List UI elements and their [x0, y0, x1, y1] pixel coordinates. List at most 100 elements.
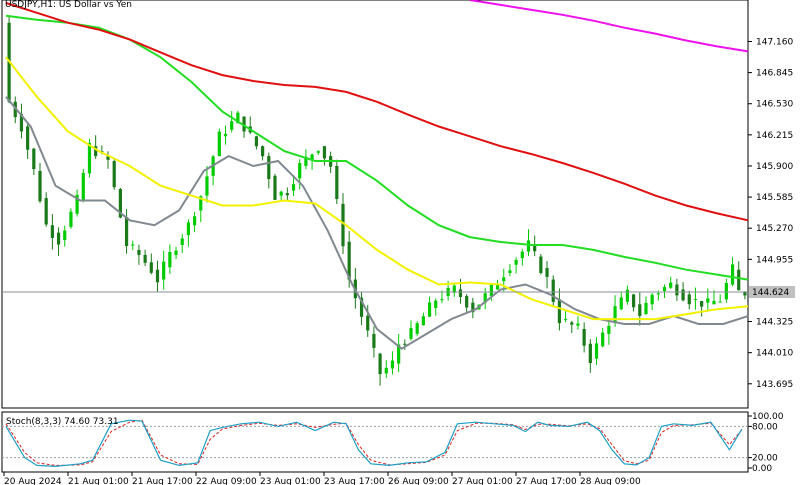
candle-body	[632, 294, 636, 308]
moving-average-line-2	[5, 56, 749, 321]
candle-body	[94, 146, 98, 157]
candle-body	[63, 230, 67, 241]
candle-body	[601, 332, 605, 347]
moving-average-line-5	[469, 0, 749, 53]
price-tick-label: 146.530	[756, 100, 793, 110]
candle-body	[737, 269, 741, 291]
current-price-tag: 144.624	[749, 286, 795, 299]
candle-body	[724, 282, 728, 300]
candle-body	[174, 250, 178, 255]
candle-body	[712, 300, 716, 305]
candle-body	[706, 298, 710, 303]
candle-body	[576, 323, 580, 326]
candle-body	[131, 244, 135, 246]
candle-body	[118, 189, 122, 218]
candle-body	[520, 251, 524, 259]
candle-body	[38, 170, 42, 202]
candle-body	[458, 289, 463, 298]
candle-body	[594, 343, 599, 359]
candle-body	[607, 325, 611, 334]
candle-body	[298, 163, 302, 179]
chart-title: USDJPY,H1: US Dollar vs Yen	[5, 0, 132, 10]
candle-body	[551, 279, 555, 302]
candle-body	[495, 284, 500, 290]
candle-body	[199, 196, 203, 211]
moving-average-line-1	[5, 96, 749, 350]
stochastic-layer	[2, 419, 748, 468]
price-tick-label: 147.160	[756, 37, 793, 47]
candle-body	[452, 285, 456, 293]
candle-body	[440, 299, 444, 301]
candle-body	[32, 148, 36, 170]
candle-body	[316, 151, 320, 153]
candle-body	[570, 322, 574, 325]
candle-body	[662, 286, 667, 292]
time-tick-label: 23 Aug 01:00	[260, 477, 321, 485]
price-tick-label: 146.845	[756, 69, 793, 79]
candle-body	[409, 328, 413, 339]
candle-body	[261, 146, 265, 157]
candle-body	[415, 323, 419, 334]
moving-average-line-4	[5, 2, 749, 222]
price-axis: 147.160 146.845 146.530 146.215 145.900 145.5…	[748, 37, 793, 390]
stoch-plot-frame	[1, 411, 749, 473]
time-tick-label: 27 Aug 01:00	[452, 477, 513, 485]
time-tick-label: 27 Aug 17:00	[516, 477, 577, 485]
time-tick-label: 22 Aug 09:00	[196, 477, 257, 485]
candle-body	[644, 302, 648, 315]
candle-body	[87, 142, 92, 174]
candle-body	[397, 344, 401, 364]
candle-body	[675, 284, 679, 296]
candle-body	[143, 254, 147, 263]
main-plot-frame	[1, 0, 749, 409]
candle-body	[718, 301, 722, 303]
candle-body	[743, 292, 747, 296]
stoch-tick-label: 80.00	[752, 422, 778, 432]
candle-body	[502, 277, 506, 282]
time-tick-label: 26 Aug 09:00	[388, 477, 449, 485]
stoch-tick-label: 100.00	[752, 412, 784, 422]
candle-body	[508, 270, 512, 273]
candle-body	[341, 203, 345, 247]
candle-body	[465, 296, 469, 308]
candle-body	[656, 293, 660, 295]
candle-body	[347, 241, 351, 280]
candle-body	[366, 315, 370, 331]
candle-body	[230, 121, 234, 130]
candle-body	[335, 165, 339, 200]
candle-body	[693, 298, 698, 300]
candle-body	[471, 302, 475, 313]
candle-body	[149, 262, 153, 273]
candle-body	[545, 268, 549, 277]
candle-body	[106, 156, 110, 160]
candle-body	[403, 343, 407, 345]
candle-body	[285, 193, 289, 196]
candle-body	[50, 225, 54, 238]
candle-body	[26, 126, 30, 150]
candle-body	[155, 269, 160, 283]
candle-body	[563, 318, 568, 320]
candle-body	[613, 306, 617, 322]
stoch-tick-label: 0.00	[752, 464, 772, 474]
candle-body	[533, 244, 537, 252]
time-tick-label: 21 Aug 17:00	[132, 477, 193, 485]
candle-body	[687, 294, 691, 305]
stoch-main-line	[5, 419, 743, 468]
candle-body	[75, 194, 79, 214]
candle-body	[304, 156, 308, 166]
candle-body	[112, 161, 116, 188]
candle-body	[217, 131, 221, 157]
candle-body	[205, 176, 209, 196]
price-tick-label: 144.955	[756, 255, 793, 265]
candle-body	[168, 251, 172, 268]
candle-body	[162, 261, 166, 280]
candle-body	[56, 232, 61, 245]
candle-body	[700, 300, 704, 307]
candle-body	[124, 217, 129, 247]
candle-body	[539, 256, 543, 273]
candle-body	[514, 260, 518, 265]
candle-body	[372, 333, 376, 348]
candle-body	[192, 216, 197, 226]
